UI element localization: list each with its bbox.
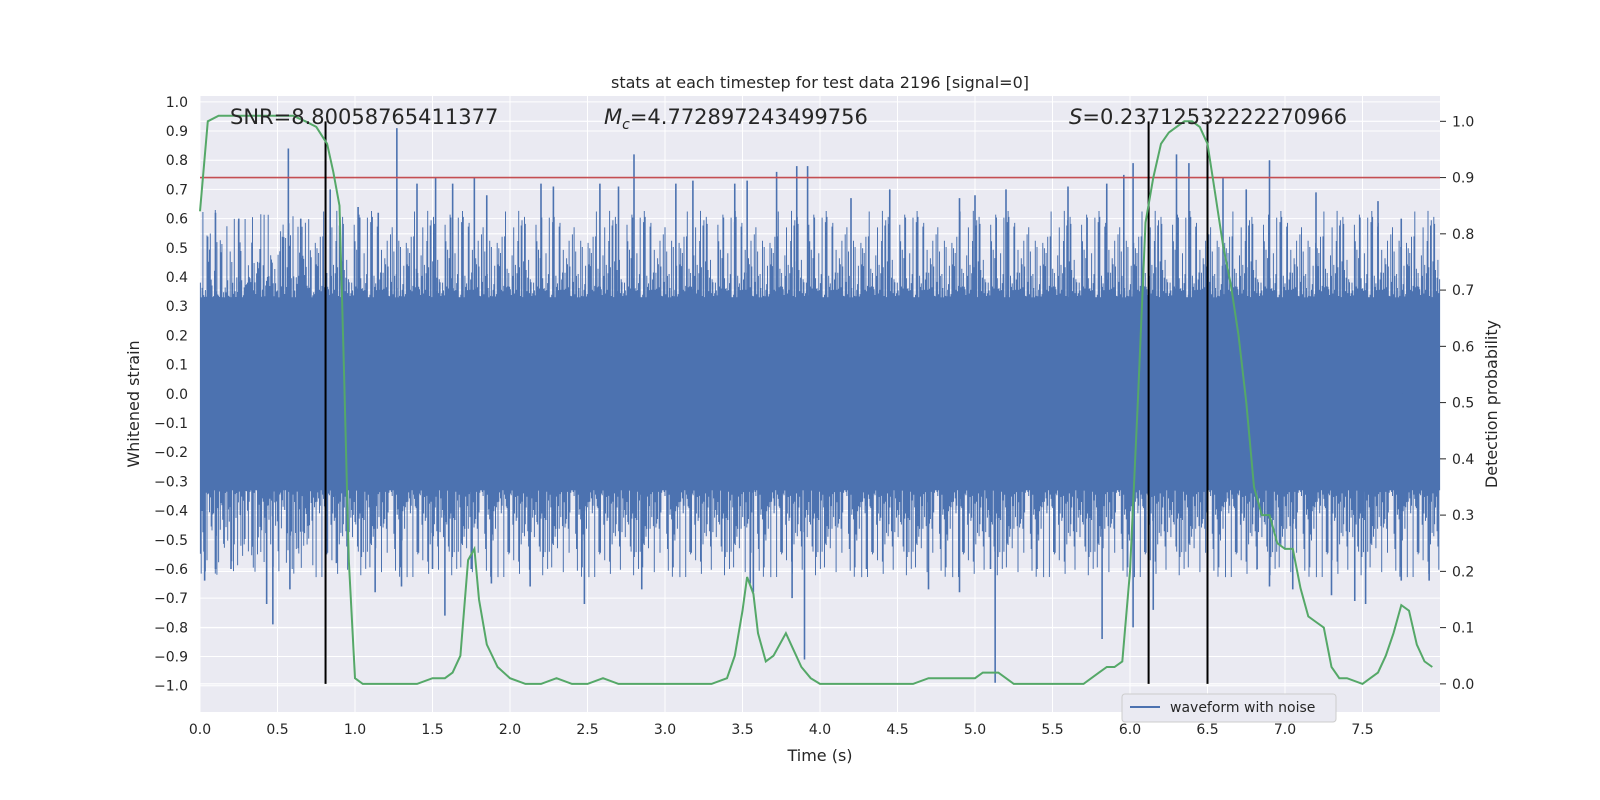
y-tick-label: 0.5 (166, 241, 188, 257)
y2-tick-label: 0.5 (1452, 396, 1474, 412)
s-symbol: S (1069, 105, 1082, 129)
y-tick-label: −0.4 (154, 504, 188, 520)
mc-value: =4.772897243499756 (630, 105, 868, 129)
y-tick-label: 0.2 (166, 328, 188, 344)
y-tick-label: −0.9 (154, 650, 188, 666)
mc-symbol: M (604, 105, 622, 129)
legend-box (1121, 693, 1337, 723)
s-value: =0.23712532222270966 (1082, 105, 1347, 129)
y-tick-label: 0.0 (166, 387, 188, 403)
y2-tick-label: 0.3 (1452, 508, 1474, 524)
x-tick-label: 5.0 (964, 722, 986, 738)
legend-label-waveform: waveform with noise (1170, 700, 1315, 716)
y-tick-label: −0.5 (154, 533, 188, 549)
x-tick-label: 2.5 (576, 722, 598, 738)
y2-tick-label: 0.7 (1452, 283, 1474, 299)
x-tick-label: 6.5 (1196, 722, 1218, 738)
y2-tick-label: 0.2 (1452, 564, 1474, 580)
x-tick-label: 7.5 (1351, 722, 1373, 738)
y-tick-label: 0.8 (166, 153, 188, 169)
s-annotation: S=0.23712532222270966 (1069, 105, 1347, 129)
x-tick-label: 0.5 (266, 722, 288, 738)
chirp-mass-annotation: Mc=4.772897243499756 (604, 105, 868, 133)
y-tick-label: −0.1 (154, 416, 188, 432)
x-tick-label: 2.0 (499, 722, 521, 738)
x-tick-label: 4.5 (886, 722, 908, 738)
detection-probability-line (199, 114, 1433, 686)
y-tick-label: 0.9 (166, 124, 188, 140)
y-tick-label: −0.8 (154, 620, 188, 636)
snr-annotation: SNR=8.80058765411377 (230, 105, 498, 129)
probability-series (199, 114, 1433, 686)
y-tick-label: 0.4 (166, 270, 188, 286)
y2-axis-label: Detection probability (1482, 320, 1501, 488)
y-tick-label: −1.0 (154, 679, 188, 695)
x-tick-label: 4.0 (809, 722, 831, 738)
waveform-series (199, 128, 1441, 683)
y-tick-label: 0.3 (166, 299, 188, 315)
x-tick-label: 0.0 (189, 722, 211, 738)
x-tick-label: 1.5 (421, 722, 443, 738)
y2-tick-label: 0.9 (1452, 171, 1474, 187)
y2-tick-label: 0.0 (1452, 677, 1474, 693)
y2-tick-label: 0.8 (1452, 227, 1474, 243)
x-tick-label: 7.0 (1274, 722, 1296, 738)
y2-tick-label: 0.4 (1452, 452, 1474, 468)
y2-tick-label: 1.0 (1452, 114, 1474, 130)
legend: waveform with noise (1121, 693, 1337, 723)
x-tick-label: 3.5 (731, 722, 753, 738)
x-tick-label: 5.5 (1041, 722, 1063, 738)
chart-title: stats at each timestep for test data 219… (611, 73, 1029, 92)
y-tick-label: −0.6 (154, 562, 188, 578)
y-tick-label: −0.3 (154, 474, 188, 490)
tick-labels: 0.0 0.5 1.0 1.5 2.0 2.5 3.0 3.5 4.0 4.5 5.0 5.5 6.0 6… (154, 95, 1474, 738)
y-tick-label: 0.7 (166, 182, 188, 198)
x-tick-label: 3.0 (654, 722, 676, 738)
y2-tick-label: 0.1 (1452, 621, 1474, 637)
y2-tick-label: 0.6 (1452, 339, 1474, 355)
x-axis-label: Time (s) (786, 746, 852, 765)
y-tick-label: 1.0 (166, 95, 188, 111)
vertical-markers (324, 121, 1209, 684)
y-axis-label: Whitened strain (124, 340, 143, 467)
x-tick-label: 6.0 (1119, 722, 1141, 738)
y-tick-label: −0.2 (154, 445, 188, 461)
y-tick-label: 0.6 (166, 212, 188, 228)
y-tick-label: 0.1 (166, 358, 188, 374)
x-tick-label: 1.0 (344, 722, 366, 738)
mc-subscript: c (622, 117, 630, 133)
y-tick-label: −0.7 (154, 591, 188, 607)
